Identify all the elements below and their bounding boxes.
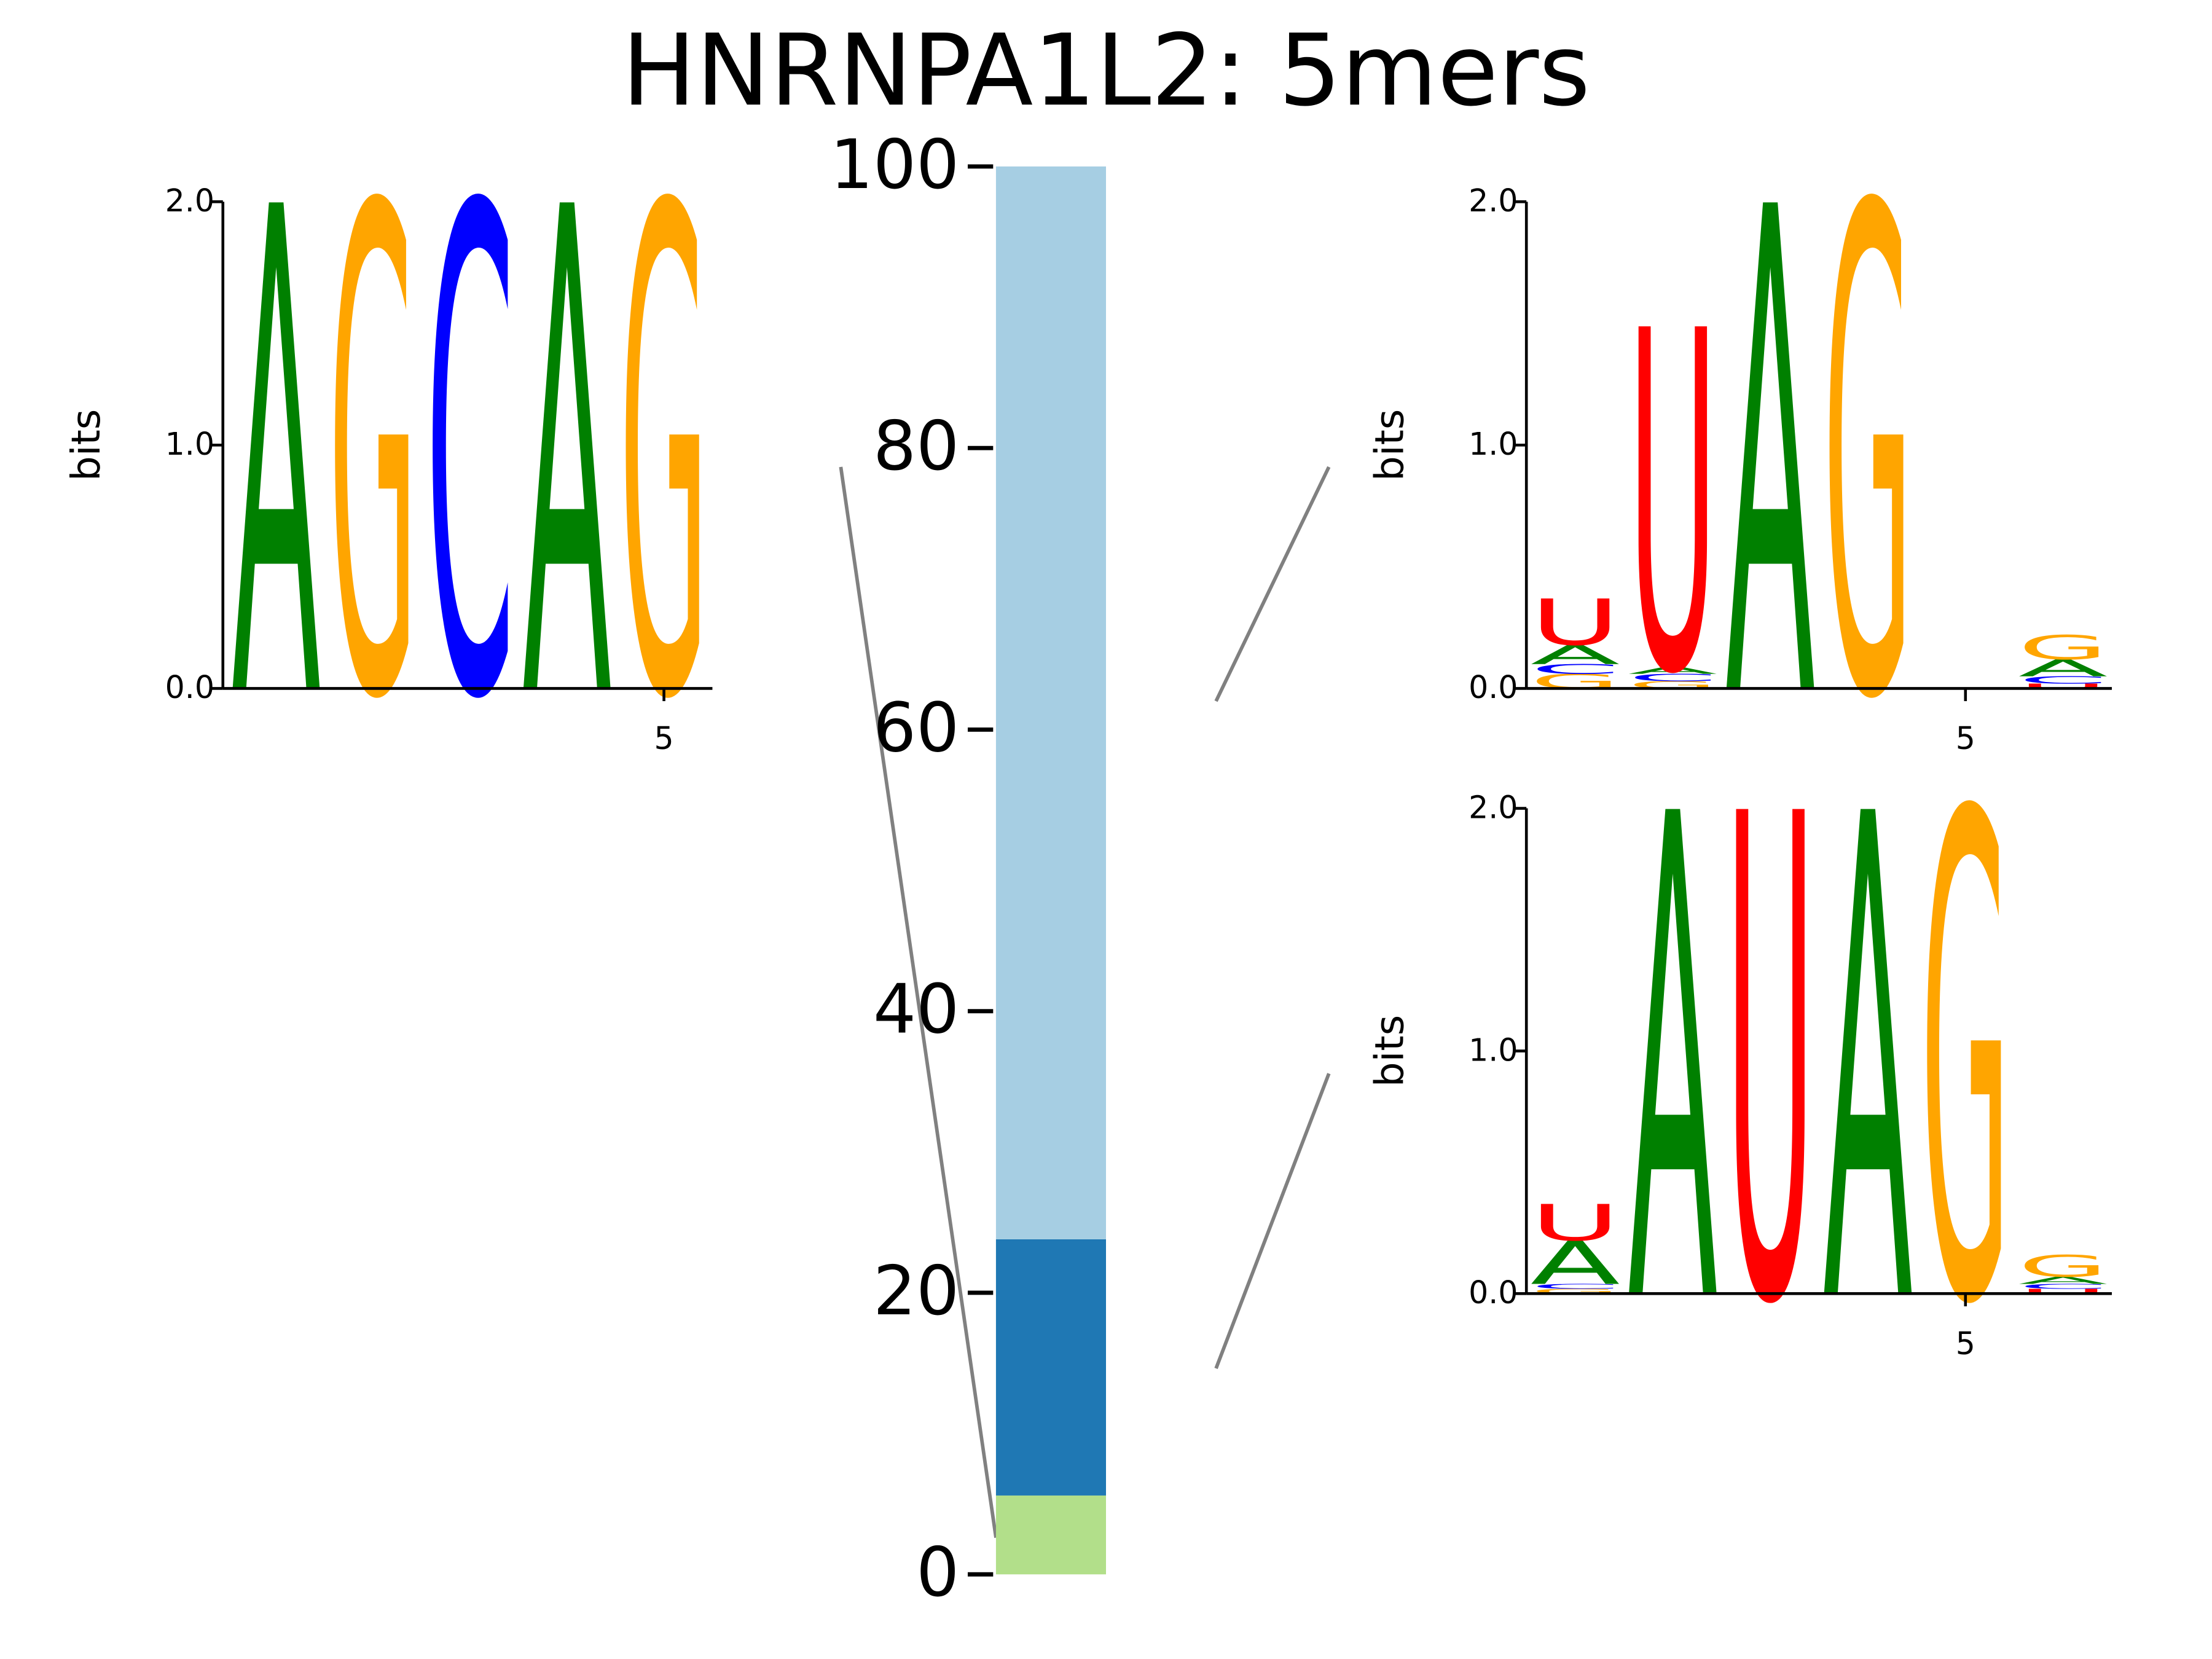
bar-segment [995, 1495, 1106, 1575]
logo-letter: C [2018, 674, 2108, 686]
logo-letter-group: G [1823, 69, 1913, 845]
bar-segment [995, 166, 1106, 1239]
y-tick-label: 40 [873, 970, 959, 1049]
logo-letter: G [2018, 1249, 2108, 1284]
logo-letter: U [1725, 677, 1815, 1451]
logo-letter: G [1823, 69, 1913, 845]
y-tick-label: 0.0 [1469, 669, 1518, 705]
logo-letter-group: C [425, 69, 514, 845]
logo-letter: C [425, 69, 514, 845]
y-tick-label: 80 [873, 407, 959, 485]
bar-segment [995, 1239, 1106, 1496]
connector [1214, 1073, 1331, 1370]
logo-letter: U [1628, 234, 1717, 777]
logo-letter-group: G [329, 69, 418, 845]
logo-letter-group: A [1725, 69, 1816, 845]
logo-letter-group: C [2018, 674, 2108, 686]
logo-letter-group: A [2018, 1275, 2108, 1287]
chart-title: HNRNPA1L2: 5mers [622, 13, 1590, 128]
y-tick-label: 60 [873, 688, 959, 767]
x-tick-label: 5 [1956, 1325, 1975, 1362]
logo-letter-group: C [1531, 662, 1620, 677]
logo-letter-group: C [2018, 1282, 2108, 1290]
y-tick-label: 2.0 [165, 182, 214, 219]
logo-letter: C [1531, 662, 1620, 677]
logo-letter: C [1531, 1282, 1620, 1290]
logo-letter: G [1921, 677, 2010, 1451]
logo-letter-group: U [1531, 586, 1620, 660]
y-axis-label: bits [1367, 409, 1413, 481]
y-tick-label: 1.0 [1469, 1032, 1518, 1068]
y-tick-label: 20 [873, 1252, 959, 1330]
logo-letter-group: A [1531, 1228, 1620, 1298]
logo-letter-group: C [1531, 1282, 1620, 1290]
logo-letter: C [1628, 672, 1717, 684]
logo-letter: A [522, 69, 612, 845]
logo-letter-group: A [522, 69, 612, 845]
logo-letter-group: G [2018, 629, 2108, 667]
y-axis-label: bits [63, 409, 109, 481]
logo-letter: A [2018, 654, 2108, 681]
logo-letter: U [1531, 586, 1620, 660]
y-tick-label: 0.0 [165, 669, 214, 705]
y-tick-label: 1.0 [1469, 426, 1518, 462]
y-tick-label: 100 [830, 125, 959, 204]
y-tick-label: 1.0 [165, 426, 214, 462]
connector [839, 466, 998, 1538]
logo-letter: U [1531, 1194, 1620, 1252]
logo-letter-group: A [1628, 677, 1718, 1451]
logo-letter-group: U [1628, 234, 1717, 777]
logo-letter: A [1628, 665, 1717, 677]
logo-letter: A [1531, 1228, 1620, 1298]
logo-letter: A [1531, 640, 1620, 670]
logo-letter-group: U [1725, 677, 1815, 1451]
logo-letter-group: A [2018, 654, 2108, 681]
logo-letter-group: G [2018, 1249, 2108, 1284]
logo-letter: A [232, 69, 321, 845]
y-tick-label: 0.0 [1469, 1274, 1518, 1311]
logo-letter-group: A [1628, 665, 1717, 677]
x-tick-label: 5 [654, 720, 673, 756]
logo-letter: C [2018, 1282, 2108, 1290]
logo-letter-group: G [619, 69, 708, 845]
logo-letter: A [1725, 69, 1816, 845]
logo-letter: A [1823, 677, 1913, 1451]
logo-letter: A [1628, 677, 1718, 1451]
logo-letter-group: G [1921, 677, 2010, 1451]
logo-letter: G [329, 69, 418, 845]
logo-letter-group: A [232, 69, 321, 845]
logo-letter-group: U [1531, 1194, 1620, 1252]
y-axis-label: bits [1367, 1015, 1413, 1087]
connector [1214, 466, 1331, 702]
logo-letter-group: A [1823, 677, 1913, 1451]
logo-letter-group: A [1531, 640, 1620, 670]
x-tick-label: 5 [1956, 720, 1975, 756]
logo-letter: G [2018, 629, 2108, 667]
y-tick-label: 2.0 [1469, 789, 1518, 825]
y-tick-label: 2.0 [1469, 182, 1518, 219]
y-tick-label: 0 [916, 1533, 959, 1612]
logo-letter: G [619, 69, 708, 845]
logo-letter-group: C [1628, 672, 1717, 684]
logo-letter: A [2018, 1275, 2108, 1287]
